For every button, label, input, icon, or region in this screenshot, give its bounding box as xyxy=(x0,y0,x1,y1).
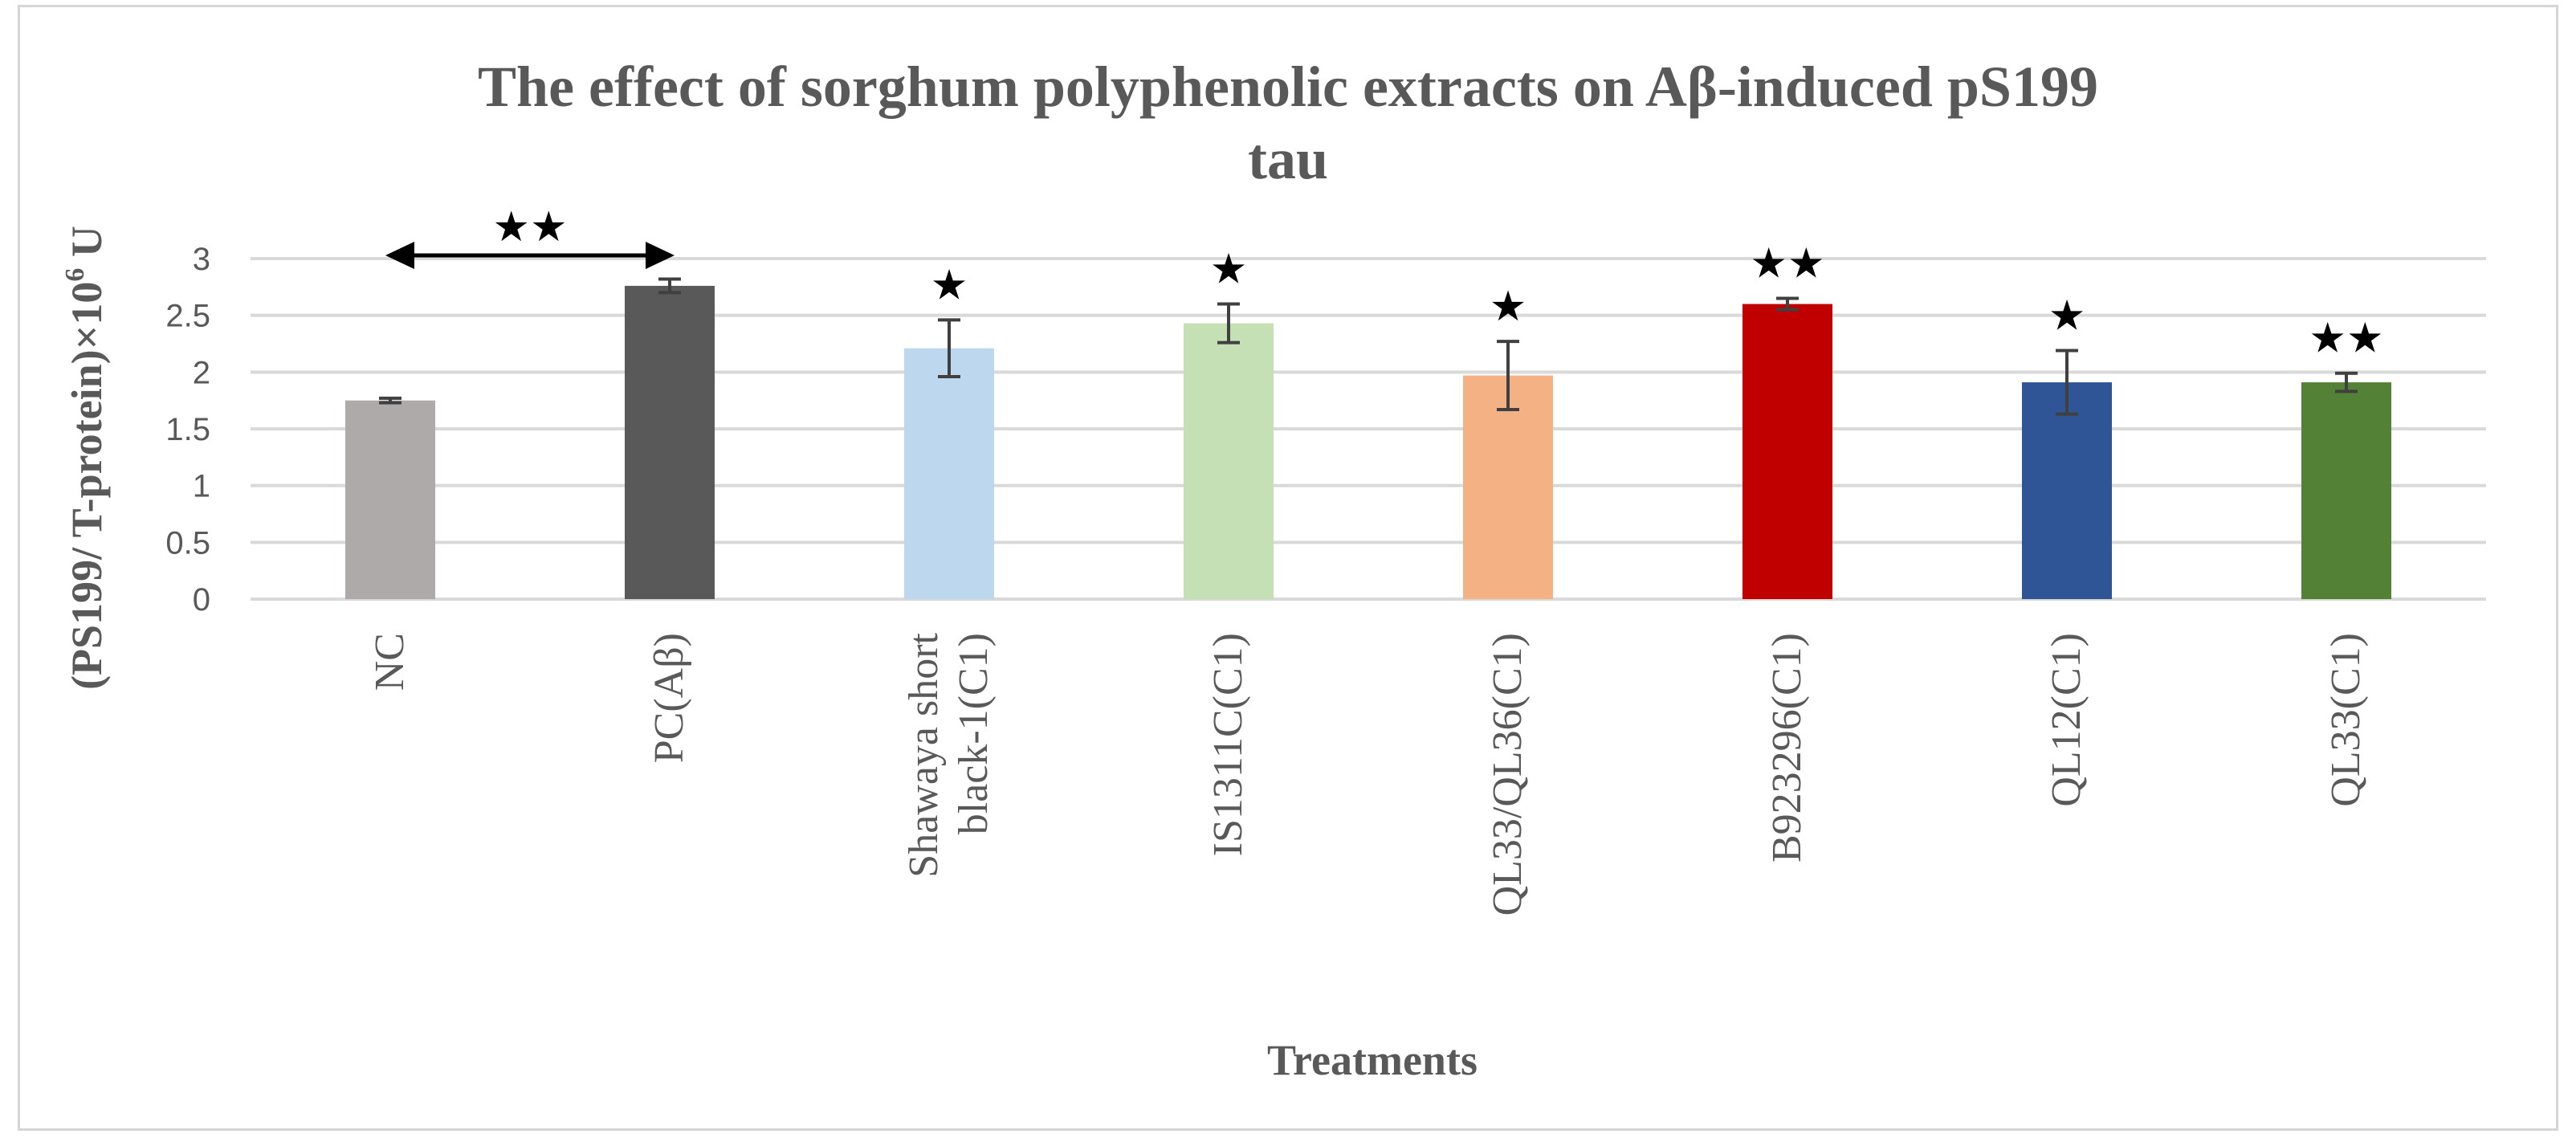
significance-markers: ★ ★★★★★ ★★ xyxy=(931,239,2384,362)
category-label: Shawaya short xyxy=(901,632,947,877)
category-label: PC(Aβ) xyxy=(646,633,692,763)
comparison-annotation: ★★ xyxy=(385,203,675,269)
category-label: black-1(C1) xyxy=(951,633,997,834)
bar xyxy=(1463,375,1553,599)
category-label: B923296(C1) xyxy=(1764,633,1810,863)
category-label: QL12(C1) xyxy=(2044,633,2089,807)
y-tick-label: 2 xyxy=(193,355,210,390)
comparison-arrowhead-right xyxy=(646,242,675,269)
y-tick-label: 0.5 xyxy=(165,525,210,561)
significance-star: ★ xyxy=(931,261,968,309)
significance-star: ★★ xyxy=(1750,239,1824,288)
y-tick-labels: 0 0.5 1 1.5 2 2.5 3 xyxy=(165,242,210,618)
significance-star: ★ xyxy=(2048,292,2086,340)
category-label: QL33(C1) xyxy=(2323,633,2369,807)
bar xyxy=(2301,382,2391,599)
y-tick-label: 1.5 xyxy=(165,412,210,447)
significance-star: ★ xyxy=(1490,283,1527,331)
chart-title-line-1: The effect of sorghum polyphenolic extra… xyxy=(478,55,2098,119)
significance-star: ★ xyxy=(1210,246,1248,294)
category-label: IS1311C(C1) xyxy=(1205,633,1251,856)
comparison-stars: ★★ xyxy=(492,203,567,251)
bar xyxy=(625,285,715,599)
chart-title-line-2: tau xyxy=(1248,127,1328,191)
x-axis-label: Treatments xyxy=(1267,1036,1478,1084)
y-tick-label: 2.5 xyxy=(165,299,210,334)
y-tick-label: 3 xyxy=(193,242,210,277)
chart-frame xyxy=(18,5,2558,1131)
y-tick-label: 1 xyxy=(193,469,210,504)
x-category-labels: NC PC(Aβ) Shawaya short black-1(C1) IS1311C(… xyxy=(367,632,2369,916)
bar xyxy=(345,400,435,599)
gridlines xyxy=(251,257,2486,601)
y-tick-label: 0 xyxy=(193,582,210,618)
bar xyxy=(2022,382,2112,599)
bar xyxy=(1184,323,1274,599)
bars xyxy=(345,285,2391,599)
error-bars xyxy=(379,277,2358,416)
category-label: QL33/QL36(C1) xyxy=(1485,633,1531,916)
y-axis-label: (PS199/ T-protein)×106 U xyxy=(60,226,111,690)
category-label: NC xyxy=(367,633,413,691)
bar xyxy=(1742,304,1832,599)
significance-star: ★★ xyxy=(2309,315,2383,363)
comparison-arrowhead-left xyxy=(385,242,414,269)
bar xyxy=(904,348,994,599)
